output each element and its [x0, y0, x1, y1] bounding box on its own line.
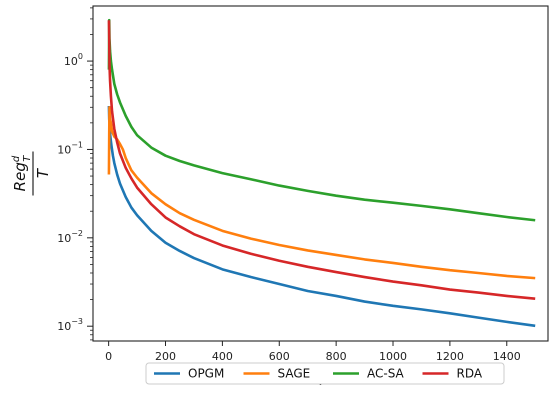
legend-label-sage: SAGE: [278, 367, 311, 381]
y-tick-label: 10−2: [57, 229, 83, 245]
y-label-numerator: RegdT: [11, 155, 33, 192]
series-line-sage: [107, 105, 536, 280]
plot-frame: [92, 5, 549, 342]
legend-box: [145, 362, 505, 385]
legend-label-ac-sa: AC-SA: [367, 367, 405, 381]
y-tick-label: 10−1: [57, 140, 83, 156]
legend: OPGM SAGE AC-SA RDA: [145, 362, 505, 385]
x-tick-label: 1400: [493, 350, 521, 363]
series-line-opgm: [107, 106, 536, 328]
x-tick-label: 600: [269, 350, 290, 363]
y-label-denominator: T: [34, 167, 52, 178]
x-tick-label: 200: [155, 350, 176, 363]
y-tick-label: 100: [64, 52, 83, 68]
legend-label-rda: RDA: [457, 367, 483, 381]
plot-lines: [107, 18, 536, 328]
series-line-ac-sa: [107, 18, 536, 222]
x-tick-label: 800: [326, 350, 347, 363]
y-tick-label: 10−3: [57, 317, 83, 333]
x-tick-label: 0: [105, 350, 112, 363]
x-tick-label: 1000: [379, 350, 407, 363]
axes: 0 200 400 600 800 1000 1200 1400 10−3 10−2 10−1 100: [57, 5, 549, 363]
series-line-rda: [107, 20, 536, 300]
x-tick-label: 400: [212, 350, 233, 363]
x-tick-label: 1200: [436, 350, 464, 363]
legend-label-opgm: OPGM: [188, 367, 224, 381]
